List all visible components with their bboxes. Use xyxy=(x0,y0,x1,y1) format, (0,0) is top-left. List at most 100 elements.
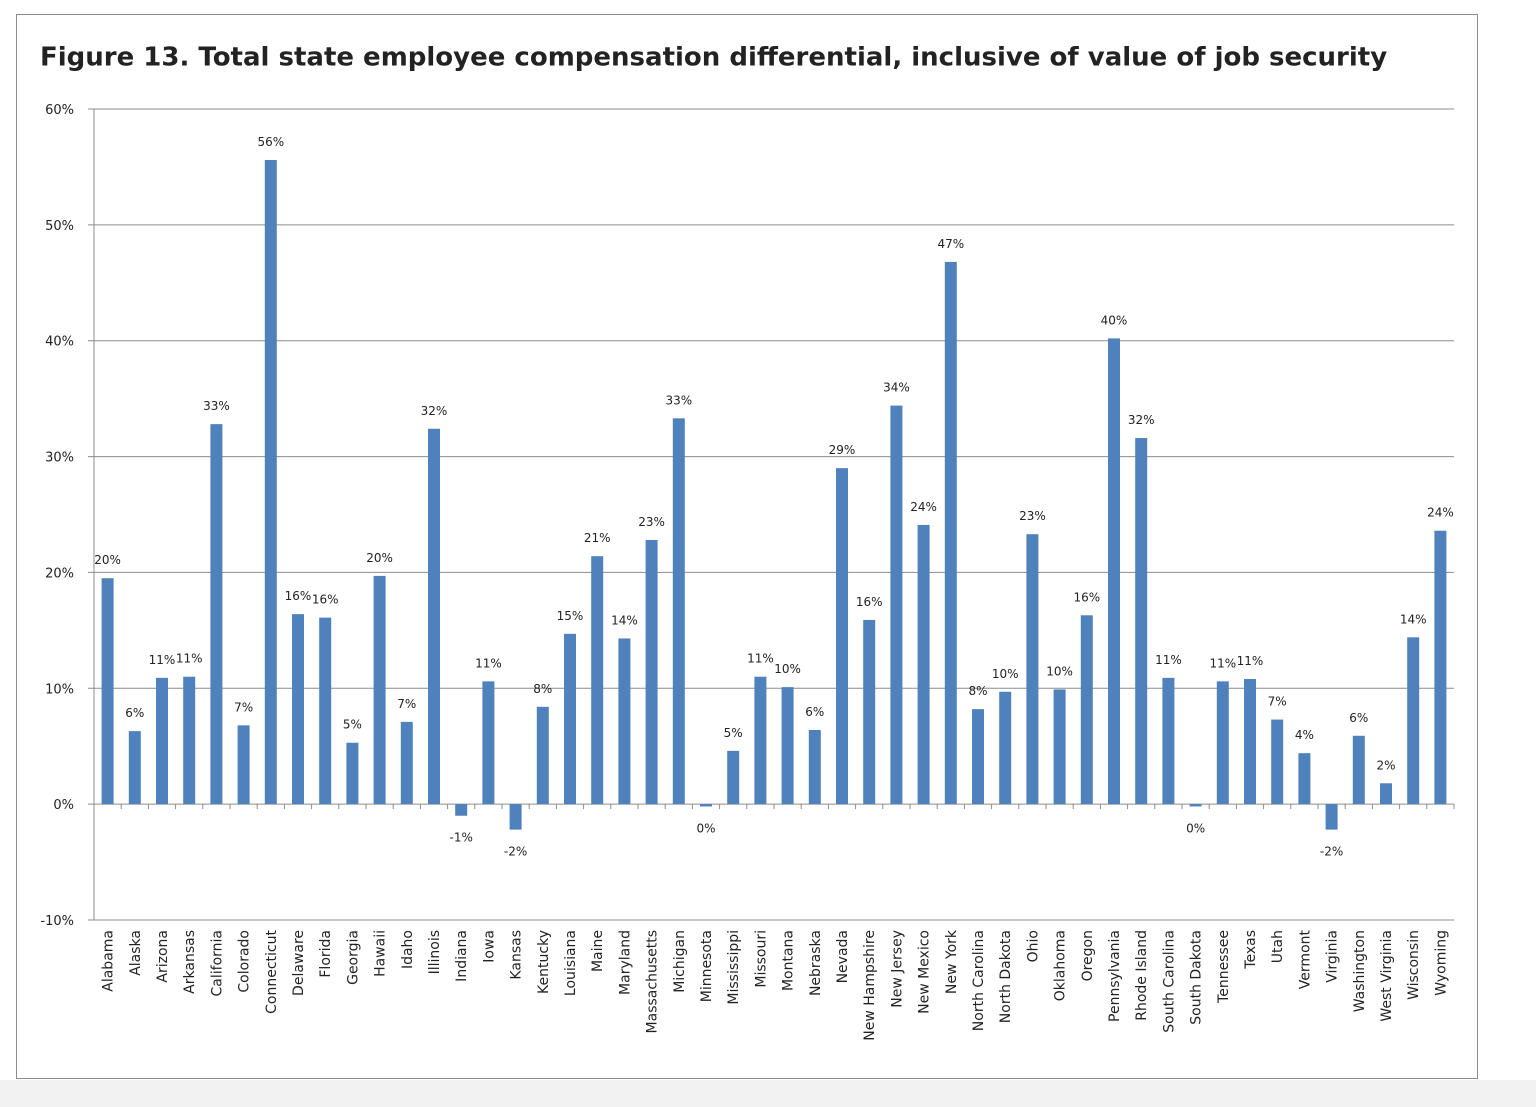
x-tick-label: Washington xyxy=(1352,930,1368,1012)
bar xyxy=(1189,804,1202,807)
bar xyxy=(672,418,685,805)
bar xyxy=(128,731,141,805)
x-tick-label: Utah xyxy=(1270,930,1286,963)
x-tick-label: Massachusetts xyxy=(645,930,661,1033)
x-tick-label: Alaska xyxy=(128,930,144,976)
value-label: -2% xyxy=(1320,845,1343,859)
x-tick-label: Nebraska xyxy=(808,930,824,996)
bar xyxy=(1026,534,1039,805)
x-tick-label: South Carolina xyxy=(1161,930,1177,1033)
value-label: 8% xyxy=(968,684,987,698)
value-label: 47% xyxy=(937,237,964,251)
value-label: 20% xyxy=(94,553,121,567)
value-label: 24% xyxy=(1427,506,1454,520)
bar xyxy=(999,691,1012,805)
bar xyxy=(564,633,576,805)
bar xyxy=(1271,719,1284,805)
value-label: 56% xyxy=(257,135,284,149)
value-label: 33% xyxy=(665,393,692,407)
value-label: 16% xyxy=(856,595,883,609)
y-tick-label: 30% xyxy=(45,451,74,466)
value-label: 5% xyxy=(343,718,362,732)
x-tick-label: West Virginia xyxy=(1379,930,1395,1022)
x-tick-label: Missouri xyxy=(753,930,769,988)
value-label: 23% xyxy=(1019,509,1046,523)
value-label: 23% xyxy=(638,515,665,529)
x-tick-label: Mississippi xyxy=(726,930,742,1005)
x-tick-label: Oklahoma xyxy=(1053,930,1069,1001)
value-label: 29% xyxy=(829,443,856,457)
bar xyxy=(1434,530,1447,805)
bar xyxy=(455,804,468,816)
value-label: 7% xyxy=(234,700,253,714)
bar xyxy=(700,804,712,807)
bar xyxy=(618,638,631,805)
y-tick-label: 60% xyxy=(45,103,74,118)
value-label: 16% xyxy=(285,589,312,603)
bar xyxy=(1325,804,1338,830)
bar xyxy=(400,721,413,805)
value-label: 10% xyxy=(774,662,801,676)
bar xyxy=(754,676,767,805)
x-tick-label: California xyxy=(209,930,225,996)
x-tick-label: Wisconsin xyxy=(1406,930,1422,1000)
x-tick-label: New Jersey xyxy=(889,930,905,1008)
x-tick-label: New Hampshire xyxy=(862,930,878,1041)
bar xyxy=(509,804,522,830)
bar xyxy=(808,729,821,805)
value-label: 10% xyxy=(992,667,1019,681)
y-tick-label: 20% xyxy=(45,566,74,581)
bar xyxy=(1053,689,1066,805)
value-label: 7% xyxy=(397,697,416,711)
bar xyxy=(1216,681,1229,805)
bar xyxy=(727,750,740,805)
value-label: 14% xyxy=(611,613,638,627)
x-tick-label: Alabama xyxy=(101,930,117,992)
value-label: 10% xyxy=(1046,664,1073,678)
x-tick-label: Montana xyxy=(781,930,797,991)
x-tick-label: Maryland xyxy=(617,930,633,995)
x-tick-label: Maine xyxy=(590,930,606,972)
value-label: 20% xyxy=(366,551,393,565)
x-tick-label: Delaware xyxy=(291,930,307,996)
x-tick-label: Arkansas xyxy=(182,930,198,994)
bar xyxy=(319,617,332,805)
bar xyxy=(972,709,984,805)
x-tick-label: Hawaii xyxy=(373,930,389,977)
x-tick-label: Wyoming xyxy=(1433,930,1449,996)
bar xyxy=(1162,677,1175,805)
value-label: 21% xyxy=(584,531,611,545)
bar xyxy=(944,261,957,805)
y-tick-label: 0% xyxy=(53,798,74,813)
value-label: 34% xyxy=(883,381,910,395)
bar xyxy=(1080,615,1093,805)
chart-frame xyxy=(16,14,1478,1079)
x-tick-label: New York xyxy=(944,929,960,994)
bar xyxy=(1108,338,1120,805)
bar xyxy=(428,428,440,805)
bar xyxy=(1298,753,1311,805)
y-tick-label: 40% xyxy=(45,335,74,350)
x-tick-label: Tennessee xyxy=(1216,930,1232,1004)
bar xyxy=(373,575,386,805)
value-label: 11% xyxy=(1237,654,1264,668)
value-label: 6% xyxy=(125,706,144,720)
x-tick-label: Rhode Island xyxy=(1134,930,1150,1021)
x-tick-label: Colorado xyxy=(237,930,253,993)
y-tick-label: -10% xyxy=(40,914,74,929)
value-label: 11% xyxy=(1155,653,1182,667)
value-label: 2% xyxy=(1376,758,1395,772)
value-label: 40% xyxy=(1101,313,1128,327)
x-tick-label: New Mexico xyxy=(917,930,933,1014)
bar xyxy=(1135,438,1148,805)
x-tick-label: Arizona xyxy=(155,930,171,983)
value-label: 5% xyxy=(724,726,743,740)
bar xyxy=(1380,783,1392,805)
bar xyxy=(591,556,604,805)
value-label: 11% xyxy=(1209,656,1236,670)
x-tick-label: Connecticut xyxy=(264,929,280,1013)
value-label: 4% xyxy=(1295,728,1314,742)
x-tick-label: Texas xyxy=(1243,930,1259,970)
x-tick-label: Iowa xyxy=(481,930,497,963)
chart-title: Figure 13. Total state employee compensa… xyxy=(40,43,1387,73)
